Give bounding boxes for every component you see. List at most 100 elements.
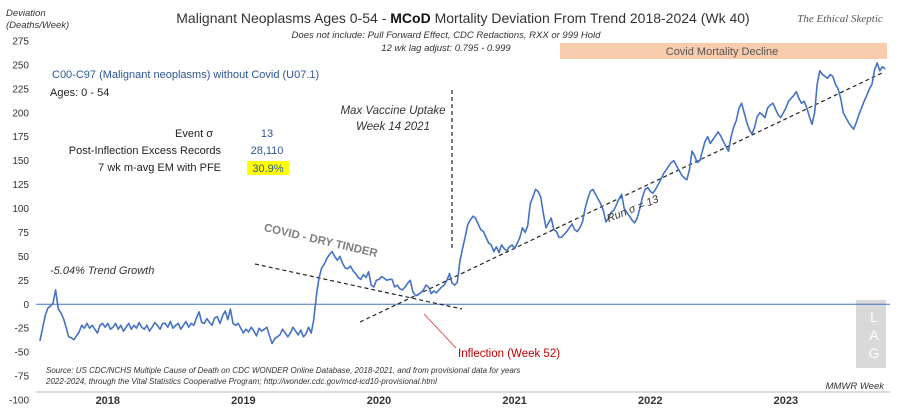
series-point: [756, 116, 758, 118]
series-point: [811, 123, 813, 125]
series-label: C00-C97 (Malignant neoplasms) without Co…: [52, 69, 319, 81]
series-point: [754, 126, 756, 128]
series-point: [289, 332, 291, 334]
series-point: [341, 262, 344, 264]
series-point: [211, 324, 213, 326]
series-point: [201, 321, 203, 324]
series-point: [334, 255, 336, 257]
series-point: [806, 107, 808, 109]
lag-letters: LAG: [869, 309, 880, 361]
series-point: [741, 102, 743, 104]
series-point: [681, 174, 683, 176]
series-point: [727, 150, 730, 152]
series-point: [318, 276, 320, 279]
y-tick-label: 25: [18, 276, 30, 287]
series-point: [443, 284, 445, 286]
series-point: [699, 160, 701, 162]
series-point: [381, 275, 383, 278]
series-point: [206, 318, 208, 320]
series-point: [315, 294, 318, 296]
series-point: [566, 230, 568, 233]
series-point: [746, 121, 748, 123]
series-point: [488, 242, 490, 244]
y-tick-label: 275: [12, 37, 29, 48]
series-point: [858, 114, 860, 116]
series-point: [845, 117, 847, 119]
series-point: [412, 291, 414, 293]
series-point: [482, 230, 484, 233]
series-point: [704, 140, 706, 143]
series-point: [266, 326, 268, 328]
series-point: [339, 255, 341, 257]
series-point: [242, 332, 244, 334]
series-point: [790, 97, 792, 99]
series-point: [808, 116, 811, 118]
series-point: [568, 227, 571, 229]
series-point: [480, 229, 482, 231]
series-point: [814, 112, 816, 114]
excess-records-value: 28,110: [251, 145, 284, 157]
series-point: [589, 190, 591, 192]
series-point: [185, 320, 187, 323]
series-point: [472, 215, 474, 217]
series-point: [626, 211, 628, 213]
series-point: [276, 336, 278, 338]
series-point: [621, 193, 623, 195]
series-point: [378, 278, 380, 280]
series-point: [874, 69, 876, 71]
series-point: [787, 100, 790, 102]
series-point: [52, 302, 54, 304]
series-point: [138, 321, 140, 324]
series-point: [451, 282, 453, 284]
chart-subtitle-1: Does not include: Pull Forward Effect, C…: [292, 30, 602, 41]
x-axis-label: MMWR Week: [826, 381, 886, 392]
series-point: [70, 337, 72, 339]
y-tick-label: 150: [12, 156, 29, 167]
series-point: [641, 196, 644, 198]
series-point: [81, 324, 83, 326]
series-point: [579, 227, 581, 229]
series-point: [834, 83, 837, 85]
series-point: [819, 70, 821, 72]
series-point: [433, 290, 435, 292]
series-point: [793, 95, 795, 97]
series-point: [182, 324, 184, 326]
series-point: [581, 221, 584, 223]
x-year-label: 2019: [231, 395, 255, 407]
series-point: [879, 70, 881, 72]
series-point: [456, 281, 458, 283]
y-tick-label: -100: [9, 396, 29, 407]
series-point: [761, 114, 764, 116]
series-point: [639, 207, 641, 210]
chart-title: Malignant Neoplasms Ages 0-54 - MCoD Mor…: [176, 10, 749, 26]
trend-growth-label: -5.04% Trend Growth: [50, 265, 154, 277]
series-point: [798, 97, 800, 99]
series-point: [832, 75, 834, 77]
series-point: [743, 112, 745, 114]
series-point: [842, 112, 844, 114]
series-point: [660, 179, 662, 181]
series-point: [524, 231, 526, 234]
series-point: [326, 257, 328, 259]
series-point: [628, 215, 631, 217]
series-point: [495, 246, 497, 248]
lag-letter: L: [870, 309, 878, 325]
series-point: [514, 248, 516, 250]
series-point: [508, 246, 510, 248]
event-sigma-label: Event σ: [175, 128, 213, 140]
series-point: [130, 328, 132, 330]
series-point: [308, 326, 310, 328]
series-point: [772, 102, 774, 104]
series-point: [409, 279, 411, 281]
series-point: [177, 322, 179, 324]
series-point: [300, 329, 302, 331]
series-point: [208, 321, 211, 324]
series-point: [800, 102, 803, 104]
excess-records-label: Post-Inflection Excess Records: [69, 145, 222, 157]
series-point: [258, 327, 260, 329]
series-point: [511, 244, 513, 246]
series-point: [164, 322, 166, 324]
series-point: [383, 277, 385, 279]
source-note-2: 2022-2024, through the Vital Statistics …: [45, 377, 437, 386]
series-point: [253, 330, 255, 332]
